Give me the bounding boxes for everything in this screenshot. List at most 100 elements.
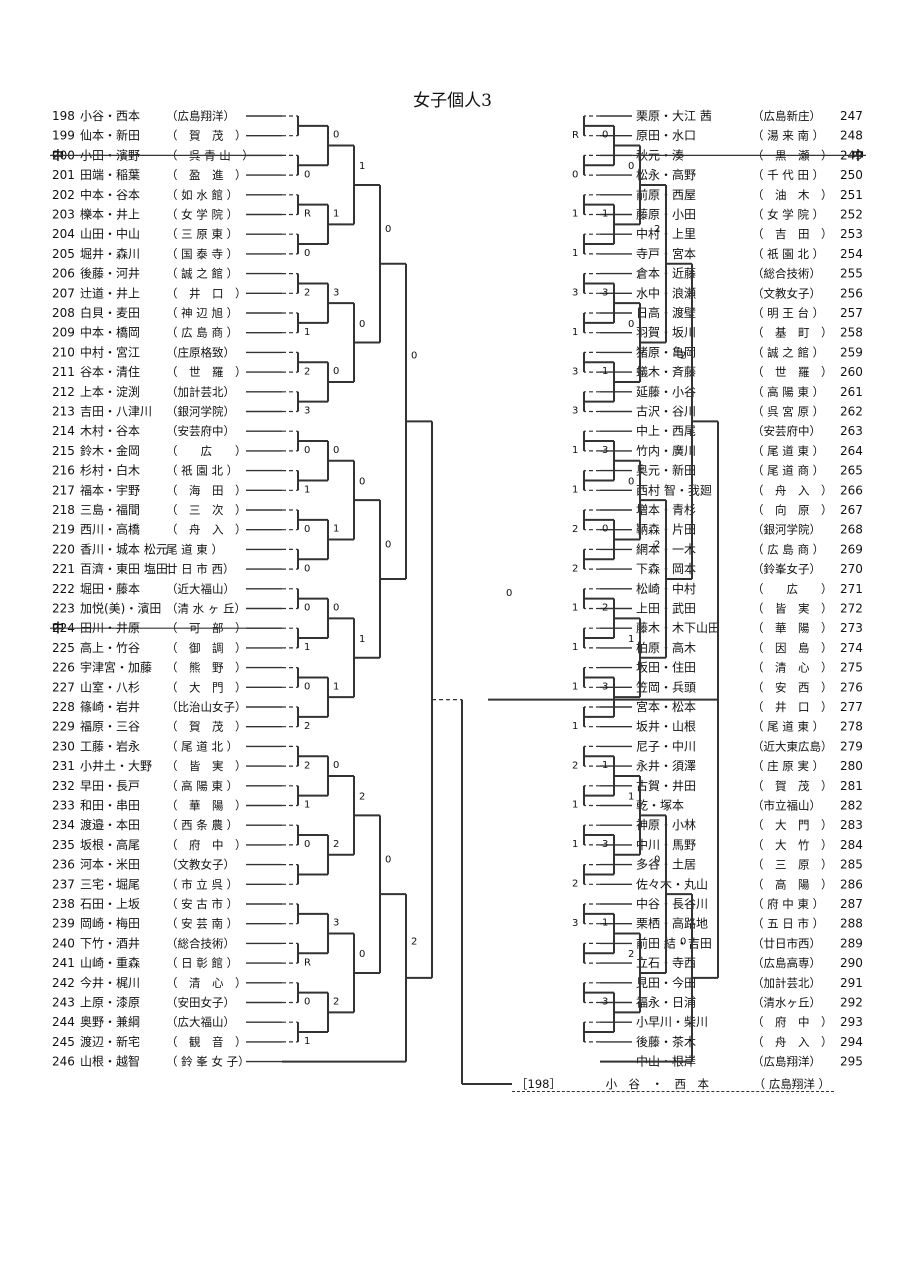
left-score: 0 — [333, 130, 339, 141]
right-entry-number: 262 — [840, 405, 863, 419]
left-entry-school: （ 海 田 ） — [166, 483, 247, 497]
left-r1-score: 2 — [304, 721, 310, 732]
left-entry-names: 山崎・重森 — [80, 955, 140, 970]
left-entry-number: 246 — [52, 1055, 75, 1069]
right-score: 2 — [654, 539, 660, 550]
left-entry-number: 205 — [52, 247, 75, 261]
left-entry-names: 岡崎・梅田 — [80, 916, 140, 931]
left-score: 2 — [411, 936, 417, 947]
left-entry-number: 223 — [52, 602, 75, 616]
center-score: 0 — [506, 588, 512, 599]
left-r1-score: 0 — [304, 169, 310, 180]
left-score: 0 — [359, 949, 365, 960]
left-entry-number: 219 — [52, 523, 75, 537]
right-score: 0 — [680, 936, 686, 947]
right-entry-school: （ 千 代 田 ） — [752, 168, 824, 182]
right-entry-school: （ 賀 茂 ） — [752, 779, 833, 793]
final-names: 小 谷 ・ 西 本 — [605, 1077, 710, 1091]
left-score: 0 — [359, 319, 365, 330]
left-entry-school: （ 皆 実 ） — [166, 759, 247, 773]
right-r1-score: 1 — [572, 839, 578, 850]
right-entry-names: 松永・高野 — [636, 167, 696, 182]
left-entry-names: 香川・城本 松元 — [80, 542, 168, 556]
left-entry-number: 209 — [52, 326, 75, 340]
left-entry-number: 215 — [52, 444, 75, 458]
right-score: 0 — [654, 855, 660, 866]
final-winner: ［198］ 小 谷 ・ 西 本 （ 広島翔洋 ） — [512, 1076, 834, 1092]
left-score: 0 — [333, 445, 339, 456]
left-entry-school: （ 女 学 院 ） — [166, 208, 238, 222]
right-entry-names: 永井・須澤 — [636, 759, 696, 773]
right-entry-school: （ 安 西 ） — [752, 680, 833, 694]
right-entry-number: 266 — [840, 483, 863, 497]
left-entry-names: 加悦(美)・濱田 — [80, 602, 161, 616]
right-r1-score: 3 — [572, 406, 578, 417]
left-entry-school: （文教女子） — [166, 858, 235, 872]
right-score: 0 — [602, 524, 608, 535]
left-score: 3 — [333, 918, 339, 929]
right-entry-school: （ 舟 入 ） — [752, 1035, 833, 1049]
right-entry-number: 288 — [840, 917, 863, 931]
right-entry-school: （ 女 学 院 ） — [752, 208, 824, 222]
left-score: 0 — [333, 760, 339, 771]
right-entry-number: 251 — [840, 188, 863, 202]
right-entry-number: 264 — [840, 444, 863, 458]
left-entry-number: 225 — [52, 641, 75, 655]
left-r1-score: 1 — [304, 642, 310, 653]
left-entry-school: （安田女子） — [166, 996, 235, 1010]
right-entry-names: 中谷・長谷川 — [636, 896, 708, 911]
right-entry-number: 253 — [840, 227, 863, 241]
right-entry-school: （ 三 原 ） — [752, 858, 833, 872]
left-entry-number: 230 — [52, 739, 75, 753]
left-entry-names: 吉田・八津川 — [80, 405, 152, 419]
right-entry-number: 252 — [840, 208, 863, 222]
left-entry-names: 下竹・酒井 — [80, 936, 140, 950]
final-number: ［198］ — [516, 1077, 561, 1091]
right-r1-score: 3 — [572, 366, 578, 377]
left-entry-names: 早田・長戸 — [80, 779, 140, 793]
left-entry-names: 百濟・東田 塩田 — [80, 561, 168, 576]
left-entry-school: （ 世 羅 ） — [166, 365, 247, 379]
right-entry-names: 藤木・木下山田 — [636, 621, 720, 635]
left-entry-school: （ 尾 道 北 ） — [166, 739, 238, 753]
left-entry-school: 尾 道 東 ） — [166, 542, 223, 556]
right-entry-school: （廿日市西） — [752, 936, 821, 950]
right-entry-number: 254 — [840, 247, 863, 261]
right-entry-names: 原田・水口 — [636, 129, 696, 143]
left-entry-school: （ 安 古 市 ） — [166, 897, 238, 911]
right-entry-number: 281 — [840, 779, 863, 793]
left-r1-score: 0 — [304, 603, 310, 614]
right-entry-school: （ 湯 来 南 ） — [752, 129, 824, 143]
right-entry-number: 295 — [840, 1055, 863, 1069]
left-score: 0 — [333, 366, 339, 377]
right-entry-school: （ 向 原 ） — [752, 503, 833, 517]
left-entry-school: （ 西 条 農 ） — [166, 818, 238, 832]
left-entry-names: 辻道・井上 — [80, 286, 140, 300]
right-entry-school: （ 府 中 ） — [752, 1015, 833, 1029]
left-entry-number: 222 — [52, 582, 75, 596]
right-entry-number: 278 — [840, 720, 863, 734]
right-entry-school: （ 広 ） — [752, 582, 833, 596]
right-entry-number: 276 — [840, 680, 863, 694]
left-entry-names: 田端・稲葉 — [80, 168, 140, 182]
left-entry-school: （近大福山） — [166, 582, 235, 596]
right-entry-number: 285 — [840, 858, 863, 872]
right-entry-school: （ 庄 原 実 ） — [752, 759, 824, 773]
left-score: 0 — [411, 350, 417, 361]
right-entry-number: 265 — [840, 464, 863, 478]
right-entry-school: （ 基 町 ） — [752, 326, 833, 340]
left-r1-score: 1 — [304, 800, 310, 811]
right-entry-number: 284 — [840, 838, 863, 852]
left-entry-number: 218 — [52, 503, 75, 517]
left-entry-names: 宇津宮・加藤 — [80, 660, 152, 675]
right-entry-names: 中上・西尾 — [636, 423, 696, 438]
left-entry-number: 207 — [52, 286, 75, 300]
right-entry-number: 280 — [840, 759, 863, 773]
left-entry-names: 谷本・清住 — [80, 365, 140, 379]
left-entry-school: （ 盈 進 ） — [166, 168, 247, 182]
right-entry-number: 259 — [840, 345, 863, 359]
left-entry-school: （ 広 ） — [166, 444, 247, 458]
right-score: 0 — [602, 130, 608, 141]
left-entry-names: 山室・八杉 — [80, 679, 140, 694]
right-entry-school: （ 因 島 ） — [752, 641, 833, 655]
